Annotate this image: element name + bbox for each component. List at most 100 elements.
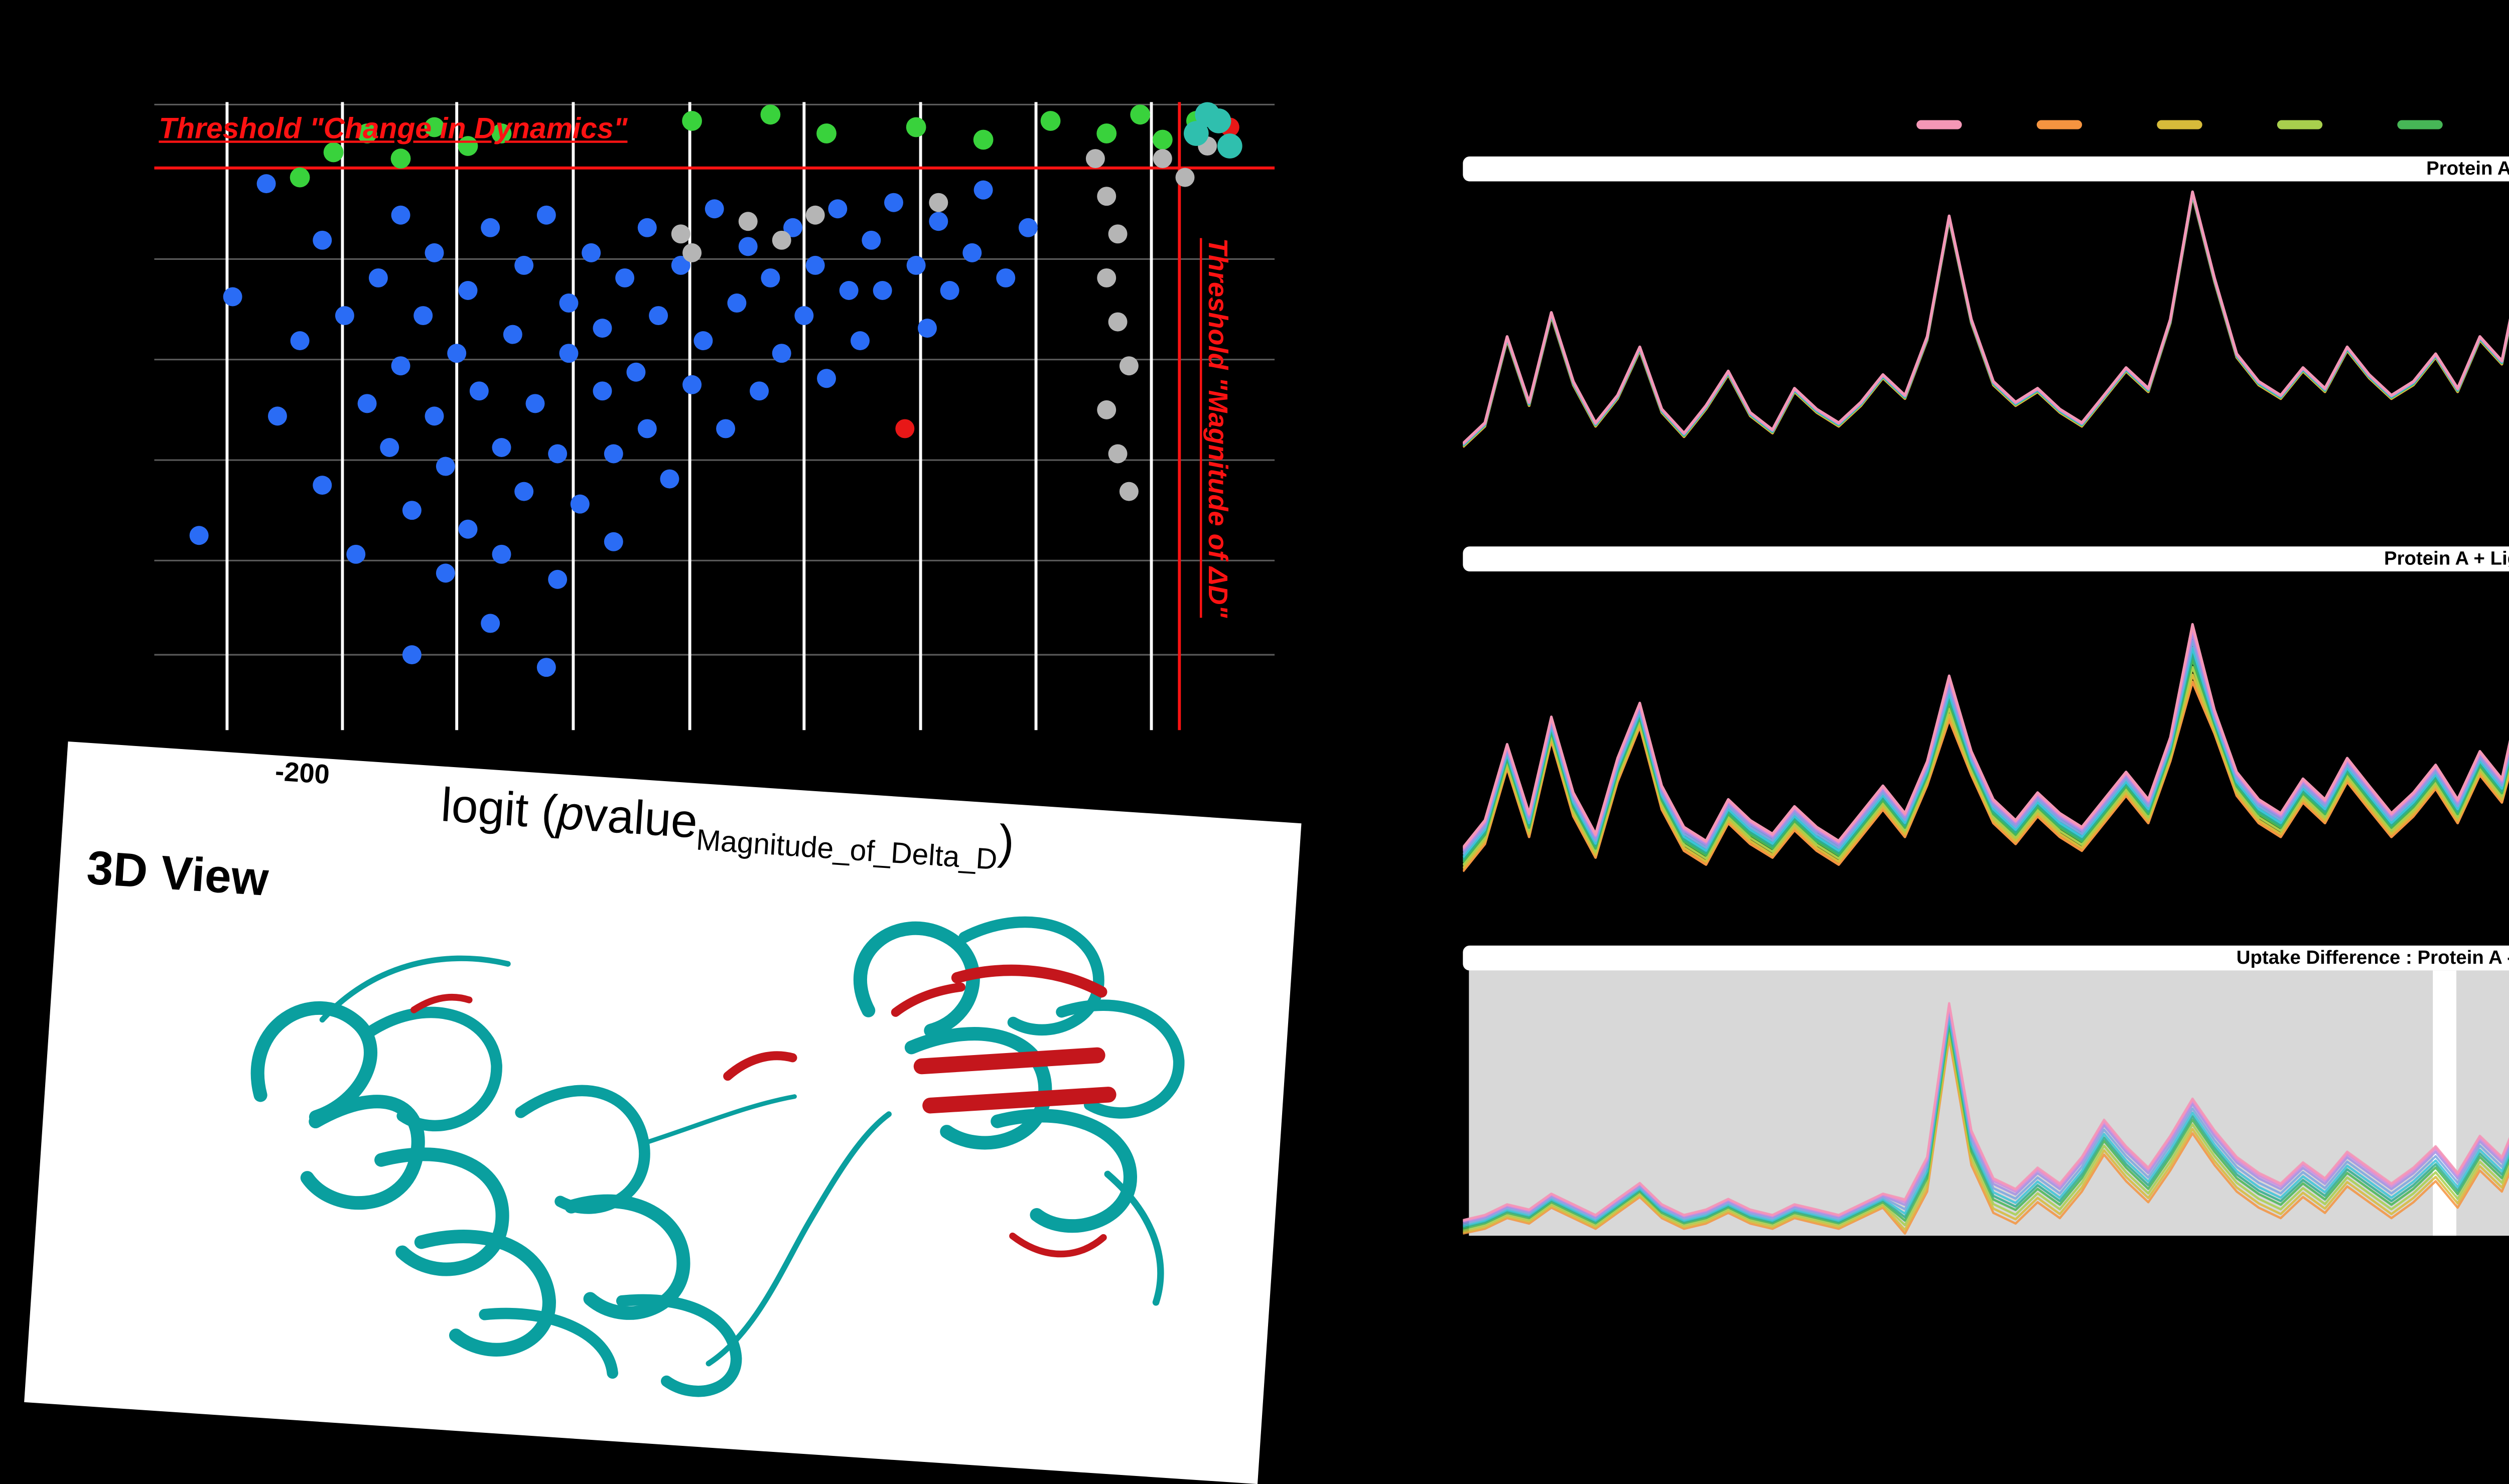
volcano-point-blue[interactable]	[346, 544, 366, 564]
uptake-series-line[interactable]	[1463, 191, 2509, 446]
uptake-series-line[interactable]	[1463, 1027, 2509, 1232]
uptake-series-line[interactable]	[1463, 1002, 2509, 1222]
volcano-point-blue[interactable]	[929, 212, 948, 231]
volcano-point-blue[interactable]	[626, 362, 646, 382]
volcano-point-blue[interactable]	[458, 519, 478, 539]
volcano-point-gray[interactable]	[1108, 444, 1128, 464]
uptake-series-line[interactable]	[1463, 1023, 2509, 1230]
uptake-series-line[interactable]	[1463, 190, 2509, 445]
volcano-point-blue[interactable]	[458, 281, 478, 300]
uptake-series-line[interactable]	[1463, 602, 2509, 849]
volcano-point-blue[interactable]	[682, 375, 702, 394]
legend-dash[interactable]	[2157, 120, 2202, 129]
volcano-point-blue[interactable]	[447, 344, 467, 363]
volcano-point-gray[interactable]	[1085, 149, 1105, 169]
uptake-series-line[interactable]	[1463, 633, 2509, 855]
volcano-point-gray[interactable]	[1097, 400, 1117, 419]
volcano-point-blue[interactable]	[391, 356, 410, 376]
uptake-series-line[interactable]	[1463, 191, 2509, 445]
volcano-point-blue[interactable]	[906, 255, 926, 275]
legend-dash[interactable]	[1916, 120, 1962, 129]
volcano-point-gray[interactable]	[1097, 187, 1117, 206]
volcano-point-green[interactable]	[682, 111, 702, 131]
volcano-point-blue[interactable]	[917, 319, 937, 338]
structure-3d-panel[interactable]: -200 logit (pvalueMagnitude_of_Delta_D) …	[24, 741, 1302, 1484]
uptake-series-line[interactable]	[1463, 194, 2509, 489]
volcano-point-teal[interactable]	[1183, 121, 1209, 146]
uptake-series-line[interactable]	[1463, 1036, 2509, 1235]
volcano-point-gray[interactable]	[1153, 149, 1172, 169]
uptake-series-line[interactable]	[1463, 1032, 2509, 1234]
volcano-point-blue[interactable]	[503, 325, 522, 344]
volcano-point-blue[interactable]	[649, 306, 668, 326]
volcano-point-blue[interactable]	[727, 293, 747, 313]
uptake-series-line[interactable]	[1463, 605, 2509, 849]
volcano-point-green[interactable]	[1096, 123, 1117, 143]
uptake-series-line[interactable]	[1463, 611, 2509, 851]
volcano-point-gray[interactable]	[772, 230, 791, 250]
volcano-point-gray[interactable]	[682, 243, 702, 262]
volcano-point-blue[interactable]	[223, 287, 242, 307]
volcano-point-blue[interactable]	[469, 381, 489, 401]
legend-dash[interactable]	[2036, 120, 2082, 129]
volcano-point-blue[interactable]	[425, 406, 444, 426]
volcano-point-blue[interactable]	[884, 193, 903, 212]
volcano-point-blue[interactable]	[525, 394, 545, 413]
volcano-point-blue[interactable]	[313, 476, 332, 495]
volcano-point-blue[interactable]	[436, 563, 455, 583]
volcano-point-green[interactable]	[424, 117, 445, 137]
volcano-point-blue[interactable]	[357, 394, 377, 413]
volcano-point-green[interactable]	[1152, 129, 1173, 150]
volcano-point-green[interactable]	[1130, 104, 1151, 125]
volcano-point-blue[interactable]	[368, 268, 388, 287]
volcano-point-green[interactable]	[357, 123, 377, 143]
volcano-point-blue[interactable]	[559, 293, 579, 313]
uptake-difference-plot[interactable]	[1463, 970, 2509, 1236]
volcano-point-blue[interactable]	[862, 230, 881, 250]
volcano-point-blue[interactable]	[402, 501, 422, 520]
volcano-point-blue[interactable]	[413, 306, 433, 326]
volcano-point-blue[interactable]	[772, 344, 791, 363]
volcano-point-blue[interactable]	[514, 482, 534, 501]
volcano-point-blue[interactable]	[548, 444, 568, 464]
volcano-point-red[interactable]	[895, 419, 915, 438]
volcano-point-blue[interactable]	[380, 437, 399, 457]
uptake-series-line[interactable]	[1463, 193, 2509, 464]
volcano-point-gray[interactable]	[1108, 312, 1128, 332]
volcano-point-gray[interactable]	[1175, 168, 1195, 187]
uptake-series-line[interactable]	[1463, 193, 2509, 451]
volcano-point-blue[interactable]	[637, 218, 657, 237]
volcano-point-blue[interactable]	[716, 419, 736, 438]
volcano-point-blue[interactable]	[637, 419, 657, 438]
volcano-point-gray[interactable]	[1119, 356, 1139, 376]
volcano-point-blue[interactable]	[750, 381, 769, 401]
volcano-point-blue[interactable]	[761, 268, 780, 287]
uptake-plot-protein-a-ligand[interactable]	[1463, 571, 2509, 916]
volcano-point-gray[interactable]	[671, 224, 690, 244]
volcano-point-blue[interactable]	[548, 569, 568, 589]
volcano-point-blue[interactable]	[604, 444, 623, 464]
legend-dash[interactable]	[2397, 120, 2443, 129]
volcano-point-green[interactable]	[390, 149, 411, 169]
volcano-point-blue[interactable]	[873, 281, 892, 300]
uptake-series-line[interactable]	[1463, 1011, 2509, 1226]
volcano-point-teal[interactable]	[1217, 133, 1242, 159]
volcano-point-blue[interactable]	[593, 381, 612, 401]
uptake-series-line[interactable]	[1463, 1019, 2509, 1229]
volcano-point-blue[interactable]	[290, 331, 310, 351]
volcano-point-green[interactable]	[323, 142, 344, 163]
volcano-point-gray[interactable]	[929, 193, 948, 212]
volcano-point-green[interactable]	[760, 104, 781, 125]
volcano-point-blue[interactable]	[839, 281, 859, 300]
volcano-point-blue[interactable]	[425, 243, 444, 262]
volcano-point-blue[interactable]	[817, 369, 836, 388]
volcano-point-blue[interactable]	[267, 406, 287, 426]
volcano-point-blue[interactable]	[660, 469, 679, 489]
volcano-point-green[interactable]	[906, 117, 926, 137]
protein-ribbon-viewport[interactable]	[25, 832, 1296, 1479]
volcano-point-blue[interactable]	[514, 255, 534, 275]
volcano-point-gray[interactable]	[805, 205, 825, 225]
volcano-point-green[interactable]	[816, 123, 837, 143]
volcano-point-blue[interactable]	[313, 230, 332, 250]
volcano-point-green[interactable]	[290, 167, 310, 188]
